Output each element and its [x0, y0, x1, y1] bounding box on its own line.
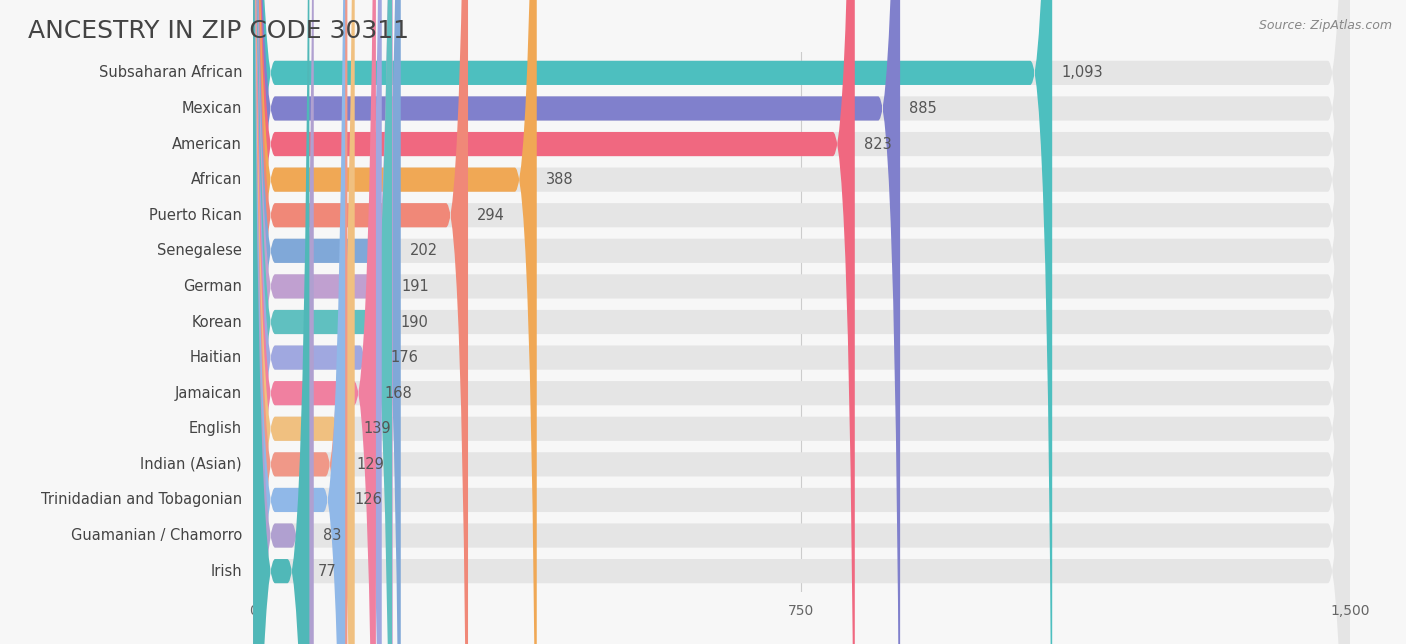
FancyBboxPatch shape	[253, 0, 347, 644]
FancyBboxPatch shape	[253, 0, 537, 644]
FancyBboxPatch shape	[253, 0, 309, 644]
FancyBboxPatch shape	[253, 0, 1350, 644]
FancyBboxPatch shape	[253, 0, 1350, 644]
Text: 191: 191	[402, 279, 429, 294]
FancyBboxPatch shape	[253, 0, 314, 644]
Text: 83: 83	[322, 528, 340, 543]
FancyBboxPatch shape	[253, 0, 375, 644]
Text: 823: 823	[863, 137, 891, 151]
Text: English: English	[188, 421, 242, 436]
FancyBboxPatch shape	[253, 0, 392, 644]
Text: Korean: Korean	[191, 314, 242, 330]
Text: Subsaharan African: Subsaharan African	[98, 66, 242, 80]
Text: Guamanian / Chamorro: Guamanian / Chamorro	[70, 528, 242, 543]
Text: Jamaican: Jamaican	[174, 386, 242, 401]
FancyBboxPatch shape	[253, 0, 1350, 644]
Text: 202: 202	[409, 243, 437, 258]
FancyBboxPatch shape	[253, 0, 468, 644]
FancyBboxPatch shape	[253, 0, 392, 644]
FancyBboxPatch shape	[253, 0, 401, 644]
FancyBboxPatch shape	[253, 0, 1350, 644]
Text: 388: 388	[546, 172, 574, 187]
Text: 885: 885	[908, 101, 936, 116]
Text: Irish: Irish	[211, 564, 242, 578]
Text: 168: 168	[385, 386, 412, 401]
FancyBboxPatch shape	[253, 0, 382, 644]
Text: 1,093: 1,093	[1062, 66, 1102, 80]
FancyBboxPatch shape	[253, 0, 354, 644]
FancyBboxPatch shape	[253, 0, 1350, 644]
Text: 294: 294	[477, 208, 505, 223]
Text: Source: ZipAtlas.com: Source: ZipAtlas.com	[1258, 19, 1392, 32]
Text: Senegalese: Senegalese	[157, 243, 242, 258]
Text: Indian (Asian): Indian (Asian)	[141, 457, 242, 472]
FancyBboxPatch shape	[253, 0, 1350, 644]
FancyBboxPatch shape	[253, 0, 1350, 644]
FancyBboxPatch shape	[253, 0, 1350, 644]
FancyBboxPatch shape	[253, 0, 1350, 644]
FancyBboxPatch shape	[253, 0, 1350, 644]
Text: Puerto Rican: Puerto Rican	[149, 208, 242, 223]
Text: Haitian: Haitian	[190, 350, 242, 365]
FancyBboxPatch shape	[253, 0, 1350, 644]
Text: Mexican: Mexican	[181, 101, 242, 116]
FancyBboxPatch shape	[253, 0, 1350, 644]
Text: 126: 126	[354, 493, 382, 507]
FancyBboxPatch shape	[253, 0, 855, 644]
FancyBboxPatch shape	[253, 0, 346, 644]
Text: ANCESTRY IN ZIP CODE 30311: ANCESTRY IN ZIP CODE 30311	[28, 19, 409, 43]
Text: 77: 77	[318, 564, 337, 578]
Text: 139: 139	[364, 421, 391, 436]
Text: American: American	[173, 137, 242, 151]
FancyBboxPatch shape	[253, 0, 1052, 644]
FancyBboxPatch shape	[253, 0, 1350, 644]
Text: 190: 190	[401, 314, 429, 330]
Text: African: African	[191, 172, 242, 187]
Text: 176: 176	[391, 350, 419, 365]
FancyBboxPatch shape	[253, 0, 1350, 644]
FancyBboxPatch shape	[253, 0, 900, 644]
Text: Trinidadian and Tobagonian: Trinidadian and Tobagonian	[41, 493, 242, 507]
Text: German: German	[183, 279, 242, 294]
FancyBboxPatch shape	[253, 0, 1350, 644]
Text: 129: 129	[356, 457, 384, 472]
